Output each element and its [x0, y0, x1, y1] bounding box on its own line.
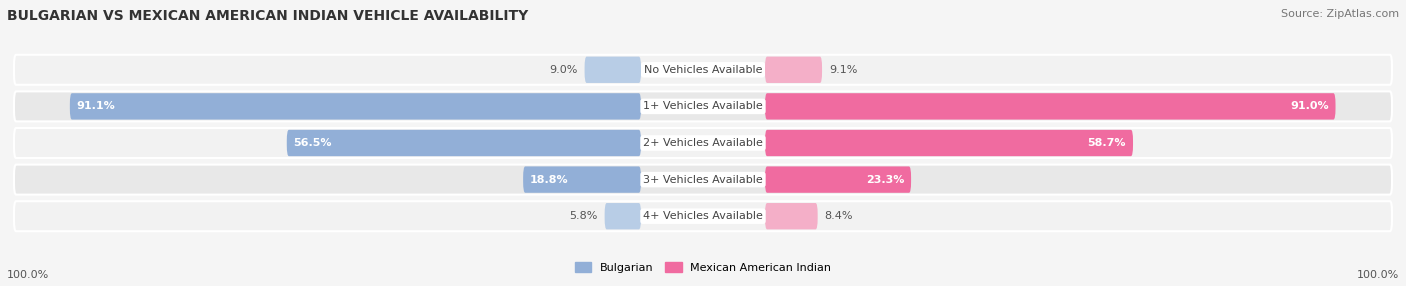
FancyBboxPatch shape: [523, 166, 641, 193]
FancyBboxPatch shape: [765, 203, 818, 229]
Text: Source: ZipAtlas.com: Source: ZipAtlas.com: [1281, 9, 1399, 19]
Text: 4+ Vehicles Available: 4+ Vehicles Available: [643, 211, 763, 221]
FancyBboxPatch shape: [765, 130, 1133, 156]
FancyBboxPatch shape: [14, 92, 1392, 121]
Text: 91.1%: 91.1%: [77, 102, 115, 111]
Text: No Vehicles Available: No Vehicles Available: [644, 65, 762, 75]
FancyBboxPatch shape: [765, 166, 911, 193]
FancyBboxPatch shape: [14, 201, 1392, 231]
Text: BULGARIAN VS MEXICAN AMERICAN INDIAN VEHICLE AVAILABILITY: BULGARIAN VS MEXICAN AMERICAN INDIAN VEH…: [7, 9, 529, 23]
Text: 18.8%: 18.8%: [530, 175, 568, 184]
FancyBboxPatch shape: [14, 165, 1392, 194]
Text: 91.0%: 91.0%: [1289, 102, 1329, 111]
FancyBboxPatch shape: [70, 93, 641, 120]
Text: 100.0%: 100.0%: [1357, 270, 1399, 280]
Text: 5.8%: 5.8%: [569, 211, 598, 221]
Text: 1+ Vehicles Available: 1+ Vehicles Available: [643, 102, 763, 111]
Text: 2+ Vehicles Available: 2+ Vehicles Available: [643, 138, 763, 148]
Text: 8.4%: 8.4%: [824, 211, 853, 221]
FancyBboxPatch shape: [287, 130, 641, 156]
Legend: Bulgarian, Mexican American Indian: Bulgarian, Mexican American Indian: [569, 258, 837, 278]
Text: 100.0%: 100.0%: [7, 270, 49, 280]
FancyBboxPatch shape: [14, 55, 1392, 85]
Text: 23.3%: 23.3%: [866, 175, 904, 184]
Text: 58.7%: 58.7%: [1088, 138, 1126, 148]
FancyBboxPatch shape: [585, 57, 641, 83]
Text: 56.5%: 56.5%: [294, 138, 332, 148]
Text: 9.1%: 9.1%: [830, 65, 858, 75]
FancyBboxPatch shape: [605, 203, 641, 229]
FancyBboxPatch shape: [14, 128, 1392, 158]
Text: 3+ Vehicles Available: 3+ Vehicles Available: [643, 175, 763, 184]
FancyBboxPatch shape: [765, 93, 1336, 120]
FancyBboxPatch shape: [765, 57, 823, 83]
Text: 9.0%: 9.0%: [550, 65, 578, 75]
